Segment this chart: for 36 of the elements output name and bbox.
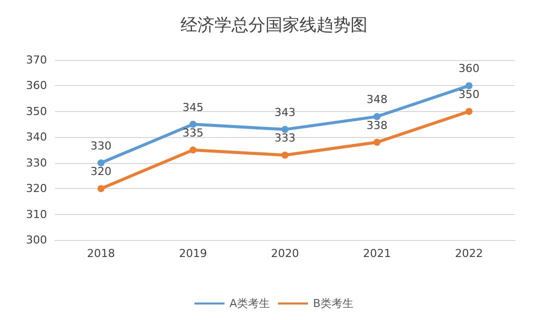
data-label: 320 — [90, 165, 112, 178]
point — [98, 159, 104, 166]
y-tick-label: 360 — [26, 79, 47, 92]
data-label: 335 — [182, 126, 204, 140]
x-tick-label: 2018 — [87, 247, 115, 260]
legend-label: B类考生 — [312, 297, 354, 310]
y-tick-label: 300 — [26, 234, 47, 246]
data-label: 360 — [458, 62, 480, 76]
data-label: 330 — [90, 139, 112, 152]
data-label: 348 — [366, 93, 388, 106]
point — [374, 138, 380, 146]
point — [466, 82, 472, 90]
y-tick-label: 330 — [26, 156, 47, 170]
x-tick-label: 2022 — [455, 247, 483, 260]
point — [190, 146, 196, 154]
y-tick-label: 370 — [26, 54, 47, 66]
point — [282, 126, 288, 133]
y-tick-label: 340 — [26, 130, 47, 144]
point — [98, 185, 104, 192]
x-tick-label: 2020 — [271, 247, 299, 260]
point — [466, 108, 472, 115]
legend-label: A类考生 — [229, 297, 270, 310]
data-label: 333 — [274, 132, 296, 145]
data-label: 350 — [458, 88, 480, 101]
y-tick-label: 320 — [26, 182, 47, 196]
y-tick-label: 310 — [26, 208, 47, 221]
point — [282, 152, 288, 159]
data-label: 345 — [182, 100, 204, 114]
x-tick-label: 2021 — [363, 247, 391, 260]
point — [374, 113, 380, 120]
data-label: 338 — [366, 118, 388, 132]
y-tick-label: 350 — [26, 104, 47, 118]
chart-title: 经济学总分国家线趋势图 — [180, 16, 368, 36]
data-label: 343 — [274, 106, 296, 119]
point — [190, 120, 196, 128]
x-tick-label: 2019 — [179, 247, 207, 260]
